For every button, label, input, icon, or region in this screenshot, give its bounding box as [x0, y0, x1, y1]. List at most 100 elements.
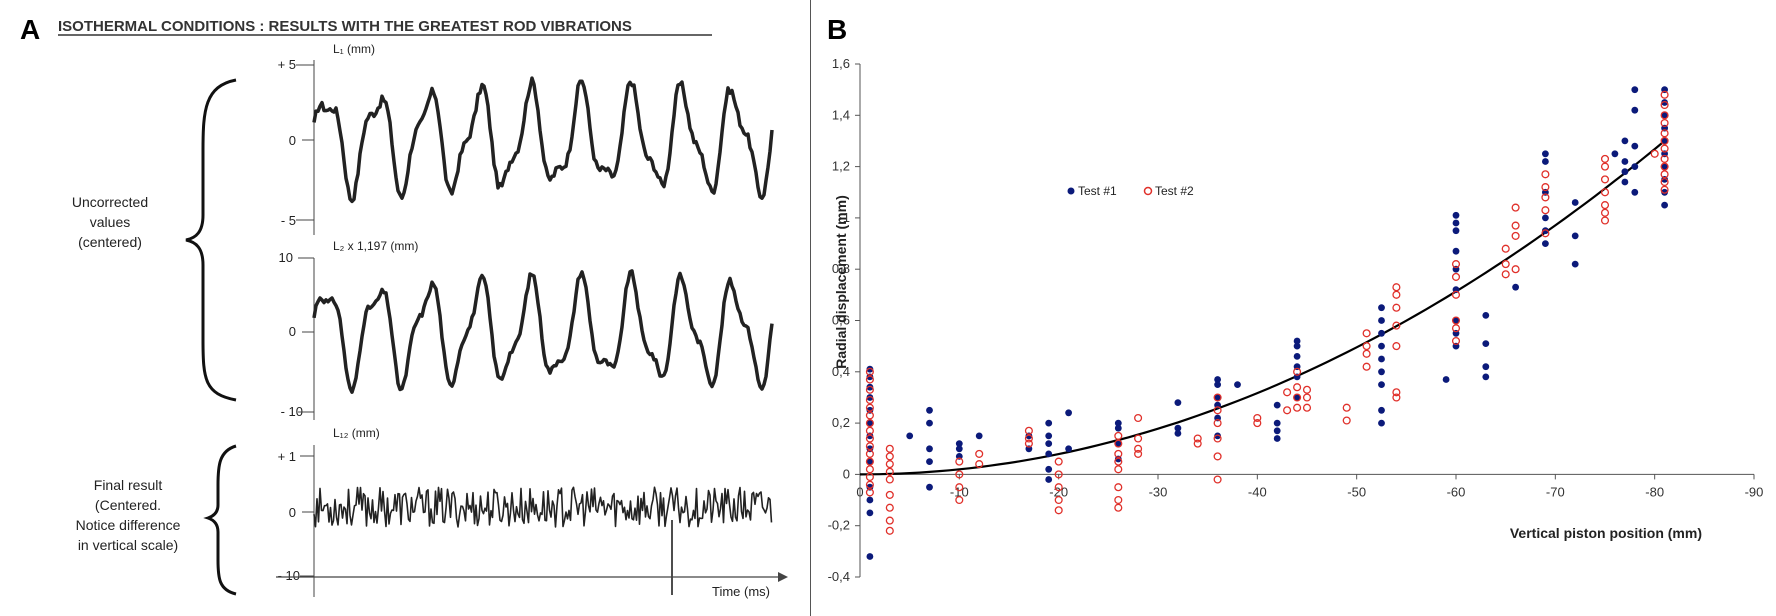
legend-label-test1: Test #1	[1078, 184, 1117, 198]
test2-point	[865, 472, 874, 482]
test2-point	[1024, 439, 1033, 448]
panel-divider	[810, 0, 811, 616]
test1-point	[1452, 227, 1460, 235]
brace-uncorrected-line2: values	[90, 214, 130, 230]
test1-point	[1452, 247, 1460, 255]
test1-point	[1631, 188, 1639, 196]
test1-point	[1293, 353, 1301, 360]
time-axis-label: Time (ms)	[712, 584, 770, 599]
test2-point	[1114, 449, 1123, 458]
b-x-tick-label: -20	[1049, 484, 1068, 499]
test1-point	[1234, 381, 1241, 388]
test1-point	[1045, 419, 1053, 427]
test1-point	[1621, 168, 1629, 176]
test2-point	[1451, 272, 1461, 281]
test1-point	[1482, 312, 1490, 319]
test1-point	[1293, 394, 1301, 401]
b-y-tick-label: 0,8	[832, 261, 850, 276]
test1-point	[1542, 240, 1549, 248]
test2-point	[1054, 470, 1063, 479]
test2-point	[1600, 154, 1610, 163]
test2-point	[1511, 203, 1520, 212]
test1-point	[1045, 476, 1053, 483]
test2-point	[1600, 216, 1610, 225]
test1-point	[1114, 440, 1122, 447]
b-x-tick-label: -40	[1248, 484, 1267, 499]
test2-point	[1134, 413, 1143, 423]
b-y-tick-label: 0	[843, 466, 850, 481]
track2-tick-bot: - 10	[281, 404, 303, 419]
test2-point	[1193, 434, 1202, 443]
test2-point	[1660, 136, 1669, 145]
test1-point	[1065, 409, 1072, 417]
test2-point	[955, 495, 964, 505]
test2-point	[975, 460, 984, 469]
test2-point	[1511, 221, 1520, 230]
test2-point	[885, 452, 894, 461]
test1-point	[1045, 432, 1053, 440]
test1-point	[1482, 373, 1490, 381]
test2-point	[1660, 118, 1669, 128]
test2-point	[1114, 465, 1123, 474]
test1-point	[1542, 227, 1549, 235]
test2-point	[1213, 419, 1222, 428]
track1-tick-mid: 0	[289, 133, 296, 148]
test2-point	[1362, 349, 1371, 358]
test2-point	[1114, 439, 1123, 448]
test1-point	[1174, 399, 1182, 406]
test2-point	[1451, 290, 1461, 299]
test2-point	[1451, 324, 1461, 333]
test2-point	[1451, 336, 1461, 346]
test1-point	[1661, 163, 1668, 171]
test2-point	[1362, 362, 1371, 371]
test1-point	[1452, 317, 1460, 324]
test1-point	[1571, 199, 1579, 206]
test2-point	[1054, 457, 1063, 466]
test2-point	[955, 483, 964, 492]
test1-point	[1378, 329, 1385, 337]
test2-point	[1342, 403, 1351, 412]
legend-label-test2: Test #2	[1155, 184, 1194, 198]
test1-point	[926, 458, 933, 465]
test1-point	[1542, 214, 1549, 222]
track1-label: L₁ (mm)	[333, 42, 375, 56]
test2-point	[865, 457, 874, 466]
test1-point	[1114, 424, 1122, 432]
test1-point	[1661, 188, 1668, 196]
test1-point	[1174, 424, 1182, 432]
test2-point	[885, 490, 894, 499]
track2-tick-top: 10	[279, 250, 293, 265]
test2-point	[1054, 495, 1063, 505]
test1-point	[1378, 368, 1385, 376]
test2-point	[1600, 162, 1610, 171]
test2-point	[1342, 416, 1351, 425]
test1-point	[866, 394, 874, 401]
test1-point	[955, 445, 963, 453]
b-legend: Test #1 Test #2	[1067, 184, 1194, 198]
test2-point	[1213, 434, 1222, 443]
test1-point	[1482, 363, 1490, 371]
test1-point	[1631, 163, 1639, 171]
test2-point	[1541, 206, 1550, 215]
test2-point	[1293, 383, 1302, 392]
b-y-tick-label: 1,4	[832, 107, 850, 122]
test2-point	[1213, 475, 1222, 484]
test1-point	[1452, 211, 1460, 219]
test1-point	[1273, 401, 1281, 409]
track1-tick-top: + 5	[278, 57, 296, 72]
track2-label: L₂ x 1,197 (mm)	[333, 239, 418, 253]
test1-point	[1273, 435, 1281, 442]
brace-final	[203, 444, 237, 596]
test2-point	[1541, 229, 1550, 238]
test1-point	[1542, 158, 1549, 165]
test2-point	[865, 411, 874, 420]
test2-point	[1302, 393, 1312, 402]
test2-point	[885, 460, 894, 469]
test2-point	[865, 403, 874, 412]
test2-point	[885, 444, 894, 453]
test2-point	[1193, 439, 1202, 448]
test2-point	[1511, 231, 1520, 240]
test2-point	[865, 465, 874, 474]
test1-point	[1631, 106, 1639, 114]
test2-point	[1253, 413, 1262, 423]
